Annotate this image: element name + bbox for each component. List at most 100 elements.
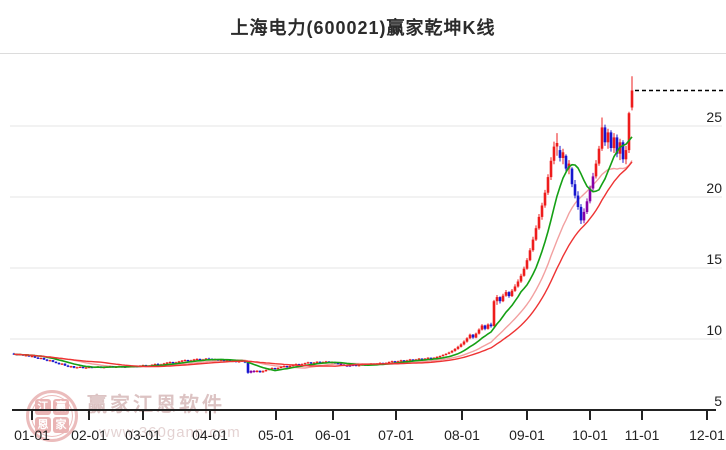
candle-body <box>483 325 487 329</box>
candle-body <box>72 366 76 368</box>
candle-body <box>429 357 433 359</box>
candle-body <box>624 150 628 160</box>
candle-body <box>255 370 259 372</box>
x-tick-label: 09-01 <box>509 427 545 443</box>
candle-body <box>627 113 631 151</box>
candle-body <box>252 370 256 373</box>
candle-body <box>588 188 592 202</box>
candle-body <box>45 359 49 361</box>
candle-body <box>492 301 496 327</box>
candle-body <box>402 360 406 362</box>
candle-body <box>87 367 91 369</box>
candle-body <box>315 361 319 363</box>
candle-body <box>60 363 64 365</box>
candle-body <box>516 281 520 287</box>
candle-body <box>531 239 535 251</box>
candle-body <box>447 352 451 354</box>
x-tick-label: 03-01 <box>125 427 161 443</box>
candle-body <box>462 341 466 345</box>
candle-body <box>603 127 607 143</box>
candle-body <box>558 150 562 158</box>
candle-body <box>498 297 502 302</box>
candle-body <box>465 338 469 342</box>
candle-body <box>258 370 262 373</box>
candle-body <box>390 361 394 363</box>
candle-body <box>393 361 397 363</box>
candle-body <box>606 132 610 143</box>
candle-body <box>42 357 46 360</box>
ma-mid-line <box>13 160 633 369</box>
candle-body <box>621 142 625 160</box>
candle-body <box>12 353 16 355</box>
candle-body <box>54 361 58 364</box>
candle-body <box>153 364 157 366</box>
candle-body <box>264 370 268 372</box>
x-tick-label: 08-01 <box>444 427 480 443</box>
candle-body <box>615 137 619 154</box>
candle-body <box>171 362 175 364</box>
candle-body <box>162 363 166 365</box>
candle-body <box>261 371 265 373</box>
candle-body <box>504 292 508 296</box>
candle-body <box>195 358 199 361</box>
candle-body <box>303 363 307 365</box>
x-tick-label: 10-01 <box>572 427 608 443</box>
candle-body <box>198 358 202 361</box>
candle-body <box>282 366 286 368</box>
candle-body <box>288 366 292 368</box>
candle-body <box>435 356 439 359</box>
candle-body <box>396 361 400 363</box>
candle-body <box>519 275 523 282</box>
x-tick-label: 07-01 <box>378 427 414 443</box>
y-tick-label: 10 <box>706 322 722 338</box>
candle-body <box>165 362 169 364</box>
candle-body <box>564 155 568 169</box>
candle-body <box>339 363 343 365</box>
candle-body <box>30 356 34 358</box>
candle-body <box>495 297 499 302</box>
candle-body <box>24 355 28 357</box>
x-tick-label: 11-01 <box>625 427 660 443</box>
candle-body <box>246 362 250 373</box>
candles-series <box>12 76 634 374</box>
candle-body <box>357 365 361 367</box>
candle-body <box>510 290 514 297</box>
candle-body <box>552 146 556 161</box>
candle-body <box>453 348 457 351</box>
candle-body <box>585 201 589 212</box>
candle-body <box>486 324 490 329</box>
candle-body <box>279 366 283 368</box>
candle-body <box>549 160 553 178</box>
y-tick-label: 15 <box>706 251 722 267</box>
candle-body <box>36 357 40 359</box>
candle-body <box>417 358 421 360</box>
title-separator <box>0 53 726 54</box>
candle-body <box>474 333 478 338</box>
candle-body <box>537 216 541 229</box>
x-tick-label: 04-01 <box>192 427 228 443</box>
candle-body <box>306 362 310 364</box>
candle-body <box>399 360 403 362</box>
x-tick-label: 01-01 <box>14 427 50 443</box>
candle-body <box>225 360 229 362</box>
candle-body <box>249 370 253 373</box>
candle-body <box>168 362 172 364</box>
candle-body <box>285 366 289 368</box>
candle-body <box>57 363 61 365</box>
candle-body <box>561 152 565 158</box>
candle-body <box>597 148 601 164</box>
candle-body <box>612 137 616 149</box>
candle-body <box>39 357 43 360</box>
candle-body <box>459 344 463 347</box>
candle-body <box>180 360 184 362</box>
candle-body <box>177 361 181 363</box>
candle-body <box>441 354 445 357</box>
candle-body <box>336 363 340 365</box>
candle-body <box>78 366 82 368</box>
candle-body <box>318 361 322 363</box>
candle-body <box>444 353 448 355</box>
candle-body <box>273 368 277 370</box>
candle-body <box>408 359 412 361</box>
